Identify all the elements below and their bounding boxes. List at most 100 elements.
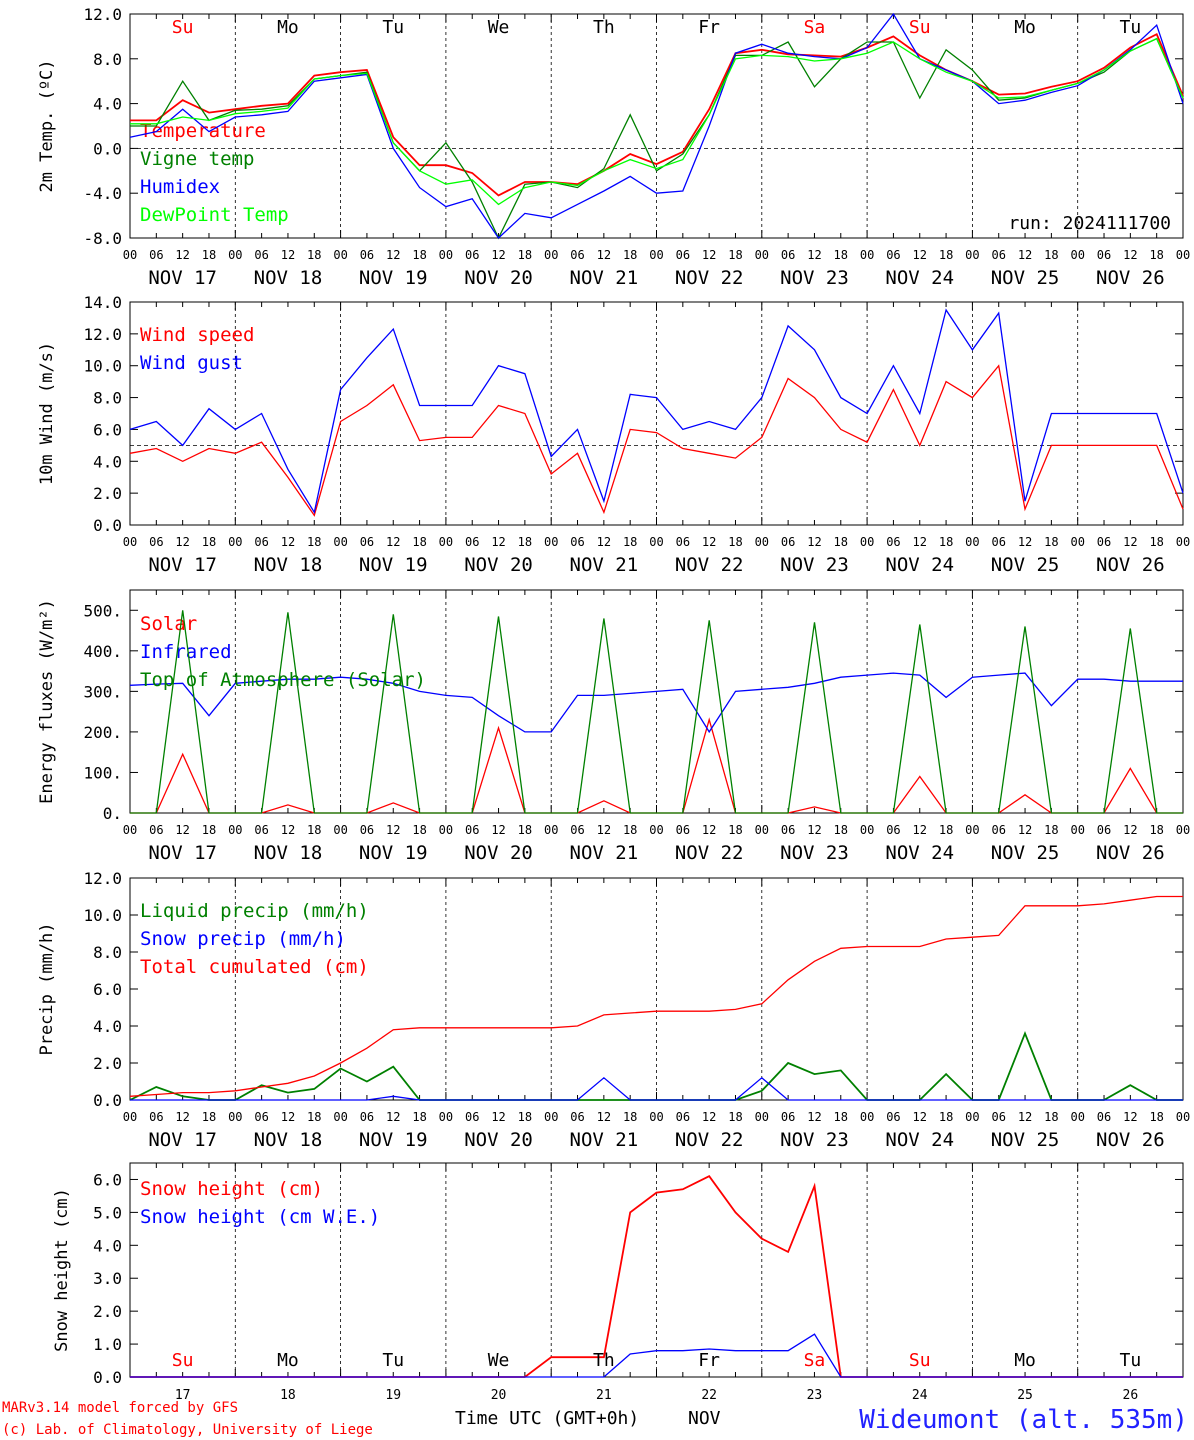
hour-tick-label: 06 [991, 1110, 1005, 1124]
plot-frame [129, 589, 1184, 814]
hour-tick-label: 00 [755, 535, 769, 549]
day-name-bottom: Mo [1014, 1350, 1036, 1371]
hour-tick-label: 12 [281, 1110, 295, 1124]
y-tick-label: 4.0 [93, 1236, 122, 1255]
hour-tick-label: 18 [834, 248, 848, 262]
hour-tick-label: 18 [202, 1110, 216, 1124]
hour-tick-label: 12 [491, 823, 505, 837]
date-label: NOV 17 [148, 842, 217, 864]
day-name: Sa [804, 17, 826, 38]
hour-tick-label: 18 [1149, 823, 1163, 837]
date-label: NOV 20 [464, 842, 533, 864]
hour-tick-label: 18 [623, 1110, 637, 1124]
y-tick-label: 2.0 [93, 1054, 122, 1073]
date-label: NOV 23 [780, 1129, 849, 1151]
hour-tick-label: 18 [1149, 535, 1163, 549]
hour-tick-label: 12 [597, 823, 611, 837]
hour-tick-label: 00 [123, 248, 137, 262]
time-axis-month: NOV [688, 1408, 721, 1429]
date-label: NOV 26 [1096, 267, 1165, 289]
date-label: NOV 26 [1096, 842, 1165, 864]
series-line-4 [130, 37, 1184, 206]
date-label: NOV 19 [359, 1129, 428, 1151]
day-number: 21 [596, 1388, 612, 1403]
hour-tick-label: 00 [333, 535, 347, 549]
hour-tick-label: 00 [1070, 248, 1084, 262]
hour-tick-label: 00 [333, 248, 347, 262]
y-tick-label: 4.0 [93, 452, 122, 471]
hour-tick-label: 00 [333, 1110, 347, 1124]
y-tick-label: 500. [83, 601, 122, 620]
day-number: 26 [1123, 1388, 1139, 1403]
date-label: NOV 21 [570, 554, 639, 576]
y-tick-label: 8.0 [93, 50, 122, 69]
hour-tick-label: 12 [702, 1110, 716, 1124]
date-label: NOV 18 [254, 554, 323, 576]
y-tick-label: 12.0 [83, 869, 122, 888]
hour-tick-label: 06 [676, 1110, 690, 1124]
credit-line-2: (c) Lab. of Climatology, University of L… [2, 1422, 373, 1438]
day-name: We [488, 17, 510, 38]
hour-tick-label: 18 [412, 248, 426, 262]
hour-tick-label: 12 [1018, 535, 1032, 549]
hour-tick-label: 00 [1176, 535, 1190, 549]
day-number: 19 [385, 1388, 401, 1403]
hour-tick-label: 12 [281, 248, 295, 262]
series-line-2 [129, 672, 1183, 734]
hour-tick-label: 00 [544, 823, 558, 837]
day-number: 23 [807, 1388, 823, 1403]
hour-tick-label: 12 [175, 535, 189, 549]
plot-frame [129, 301, 1184, 526]
time-axis-label: Time UTC (GMT+0h) [455, 1408, 639, 1429]
hour-tick-label: 12 [913, 1110, 927, 1124]
hour-tick-label: 00 [965, 1110, 979, 1124]
hour-tick-label: 06 [1097, 1110, 1111, 1124]
hour-tick-label: 12 [491, 535, 505, 549]
hour-tick-label: 06 [781, 823, 795, 837]
hour-tick-label: 18 [518, 535, 532, 549]
day-number: 24 [912, 1388, 928, 1403]
legend-entry: Snow height (cm) [140, 1178, 323, 1200]
hour-tick-label: 18 [728, 248, 742, 262]
hour-tick-label: 18 [623, 823, 637, 837]
hour-tick-label: 18 [623, 535, 637, 549]
hour-tick-label: 06 [254, 535, 268, 549]
hour-tick-label: 18 [202, 535, 216, 549]
hour-tick-label: 18 [307, 1110, 321, 1124]
date-label: NOV 17 [148, 267, 217, 289]
hour-tick-label: 12 [807, 823, 821, 837]
hour-tick-label: 18 [1149, 1110, 1163, 1124]
hour-tick-label: 18 [939, 823, 953, 837]
y-tick-label: 4.0 [93, 95, 122, 114]
legend-entry: Snow height (cm W.E.) [140, 1206, 380, 1228]
hour-tick-label: 18 [412, 823, 426, 837]
y-tick-label: 8.0 [93, 389, 122, 408]
hour-tick-label: 12 [702, 823, 716, 837]
legend-entry: Wind speed [140, 324, 254, 346]
hour-tick-label: 12 [913, 823, 927, 837]
day-name-bottom: Mo [277, 1350, 299, 1371]
series-line-3 [129, 895, 1183, 1097]
hour-tick-label: 18 [412, 535, 426, 549]
legend-entry: Total cumulated (cm) [140, 956, 369, 978]
hour-tick-label: 12 [1123, 823, 1137, 837]
hour-tick-label: 12 [386, 248, 400, 262]
hour-tick-label: 06 [676, 248, 690, 262]
date-label: NOV 22 [675, 842, 744, 864]
day-number: 22 [701, 1388, 717, 1403]
hour-tick-label: 06 [676, 535, 690, 549]
hour-tick-label: 00 [544, 1110, 558, 1124]
hour-tick-label: 12 [175, 248, 189, 262]
legend-entry: Infrared [140, 641, 232, 663]
date-label: NOV 22 [675, 554, 744, 576]
hour-tick-label: 18 [939, 535, 953, 549]
y-tick-label: 12.0 [83, 325, 122, 344]
y-tick-label: -8.0 [83, 229, 122, 248]
day-name: Su [909, 17, 931, 38]
hour-tick-label: 18 [939, 1110, 953, 1124]
day-name: Fr [698, 17, 720, 38]
hour-tick-label: 12 [491, 1110, 505, 1124]
day-number: 18 [280, 1388, 296, 1403]
hour-tick-label: 06 [1097, 823, 1111, 837]
